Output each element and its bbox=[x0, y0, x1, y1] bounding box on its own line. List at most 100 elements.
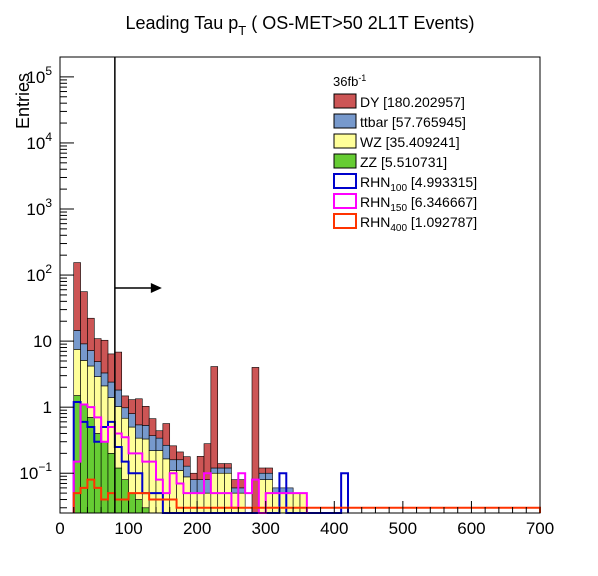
y-axis-label: Entries bbox=[13, 73, 33, 129]
bar-ttbar bbox=[231, 487, 239, 494]
x-tick-label: 200 bbox=[183, 519, 211, 538]
bar-dy bbox=[141, 406, 150, 426]
bar-wz bbox=[231, 492, 239, 514]
y-tick-label: 103 bbox=[26, 196, 52, 219]
lumi-value: 36fb bbox=[333, 74, 358, 89]
bar-zz bbox=[107, 453, 116, 514]
x-tick-label: 300 bbox=[252, 519, 280, 538]
bar-wz bbox=[141, 438, 150, 509]
y-tick-label: 102 bbox=[26, 262, 52, 285]
bar-wz bbox=[155, 450, 164, 514]
bar-wz bbox=[237, 492, 246, 514]
legend-swatch bbox=[333, 213, 357, 229]
legend-label: RHN150 [6.346667] bbox=[360, 194, 477, 214]
stack-dy bbox=[73, 262, 273, 514]
bar-ttbar bbox=[203, 479, 212, 494]
bar-ttbar bbox=[237, 487, 246, 494]
bar-zz bbox=[135, 499, 143, 514]
bar-ttbar bbox=[128, 413, 136, 428]
legend-swatch bbox=[333, 93, 357, 109]
bar-wz bbox=[93, 376, 102, 434]
legend-label: RHN100 [4.993315] bbox=[360, 174, 477, 194]
bar-ttbar bbox=[135, 424, 143, 439]
bar-wz bbox=[196, 492, 205, 514]
bar-wz bbox=[135, 437, 143, 500]
bar-wz bbox=[80, 360, 88, 405]
bar-dy bbox=[135, 398, 143, 426]
bar-dy bbox=[93, 338, 102, 362]
bar-dy bbox=[121, 395, 129, 409]
cut-indicator bbox=[114, 57, 162, 513]
bar-wz bbox=[73, 349, 81, 396]
bar-dy bbox=[114, 351, 123, 391]
bar-ttbar bbox=[73, 330, 81, 350]
x-tick-label: 400 bbox=[320, 519, 348, 538]
bar-dy bbox=[155, 430, 164, 439]
y-tick-label: 10 bbox=[33, 332, 52, 351]
bar-wz bbox=[128, 426, 136, 494]
bar-wz bbox=[87, 365, 95, 418]
legend-entry: WZ [35.409241] bbox=[333, 133, 460, 150]
legend-label: DY [180.202957] bbox=[360, 94, 465, 110]
bar-wz bbox=[189, 492, 198, 514]
bar-ttbar bbox=[176, 459, 184, 471]
legend-entry: ZZ [5.510731] bbox=[333, 153, 447, 170]
bar-dy bbox=[128, 399, 136, 414]
bar-wz bbox=[203, 492, 212, 514]
chart-title-main: Leading Tau p bbox=[126, 13, 239, 33]
bar-ttbar bbox=[121, 407, 129, 419]
bar-wz bbox=[279, 492, 287, 514]
bar-wz bbox=[114, 406, 123, 469]
bar-zz bbox=[121, 479, 129, 514]
legend-swatch bbox=[333, 173, 357, 189]
bar-dy bbox=[203, 443, 212, 480]
bar-dy bbox=[251, 367, 260, 514]
y-tick-label: 10−1 bbox=[19, 460, 52, 483]
y-tick-label: 105 bbox=[26, 64, 52, 87]
legend-label: ttbar [57.765945] bbox=[360, 114, 466, 130]
stacked-bars bbox=[73, 262, 308, 514]
legend-swatch bbox=[333, 113, 357, 129]
y-tick-label: 1 bbox=[43, 398, 52, 417]
bar-zz bbox=[114, 467, 123, 514]
bar-zz bbox=[128, 492, 136, 514]
bar-ttbar bbox=[210, 467, 219, 474]
bar-ttbar bbox=[258, 472, 267, 480]
bar-wz bbox=[121, 417, 129, 480]
chart-title: Leading Tau pT ( OS-MET>50 2L1T Events) bbox=[126, 13, 475, 38]
bar-ttbar bbox=[141, 425, 150, 440]
bar-wz bbox=[272, 492, 280, 514]
bar-ttbar bbox=[155, 437, 164, 451]
bar-zz bbox=[87, 417, 95, 514]
bar-wz bbox=[162, 458, 171, 514]
bar-dy bbox=[169, 445, 177, 461]
x-tick-label: 100 bbox=[114, 519, 142, 538]
bar-ttbar bbox=[107, 381, 116, 398]
bar-zz bbox=[93, 433, 102, 514]
bar-ttbar bbox=[100, 372, 109, 387]
bar-zz bbox=[73, 395, 81, 514]
bar-ttbar bbox=[196, 479, 205, 494]
bar-ttbar bbox=[93, 361, 102, 377]
bar-dy bbox=[258, 467, 267, 474]
bar-dy bbox=[148, 418, 157, 436]
overlay-rhn400 bbox=[72, 478, 541, 513]
legend-label: ZZ [5.510731] bbox=[360, 154, 447, 170]
bar-ttbar bbox=[80, 343, 88, 361]
legend-entry: RHN150 [6.346667] bbox=[333, 193, 477, 214]
bar-zz bbox=[80, 404, 88, 514]
bar-wz bbox=[299, 492, 308, 514]
x-tick-label: 600 bbox=[457, 519, 485, 538]
legend-entry: RHN100 [4.993315] bbox=[333, 173, 477, 194]
bar-ttbar bbox=[87, 350, 95, 367]
x-axis-ticks: 0 100 200 300 400 500 600 700 bbox=[55, 501, 554, 538]
bar-dy bbox=[237, 479, 246, 489]
bar-dy bbox=[196, 456, 205, 480]
bar-dy bbox=[231, 479, 239, 489]
bar-dy bbox=[87, 317, 95, 351]
bar-dy bbox=[100, 339, 109, 374]
legend: 36fb-1 DY [180.202957] ttbar [57.765945] W… bbox=[333, 73, 477, 234]
bar-dy bbox=[210, 366, 219, 469]
bar-dy bbox=[189, 472, 198, 480]
